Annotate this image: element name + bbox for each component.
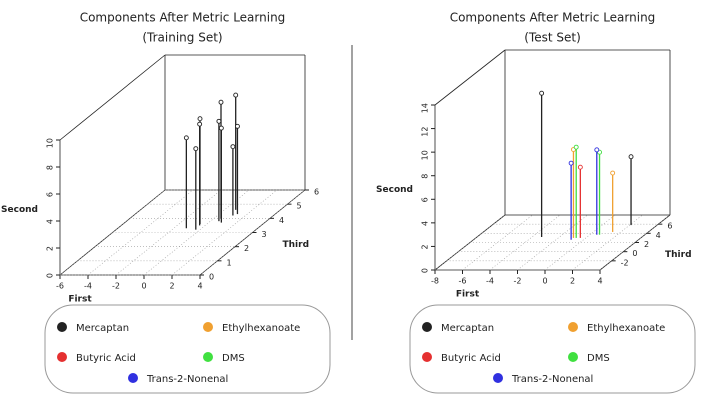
chart-subtitle: (Training Set) (142, 31, 222, 45)
point (577, 164, 583, 170)
legend-box (409, 304, 696, 394)
x-tick-label: 0 (141, 282, 146, 291)
chart-title: Components After Metric Learning (450, 11, 656, 25)
legend-marker (203, 322, 213, 332)
z-tick-label: 2 (421, 244, 430, 249)
legend-label: Butyric Acid (441, 353, 501, 364)
legend-label: DMS (222, 353, 245, 364)
legend-label: Trans-2-Nonenal (511, 374, 593, 385)
z-tick-label: 10 (421, 150, 430, 160)
legend-marker (128, 373, 138, 383)
legend-label: Butyric Acid (76, 353, 136, 364)
legend-marker (568, 322, 578, 332)
x-tick-label: -4 (84, 282, 92, 291)
x-tick-label: -4 (486, 277, 494, 286)
z-axis-label: Second (1, 205, 38, 215)
x-tick-label: 4 (197, 282, 202, 291)
y-tick-label: 2 (244, 244, 249, 253)
x-tick-label: 4 (597, 277, 602, 286)
y-tick-label: 6 (667, 222, 672, 231)
z-tick-label: 2 (46, 246, 55, 251)
y-tick-label: 6 (314, 188, 319, 197)
box-edge (59, 54, 166, 141)
z-tick-label: 4 (421, 221, 430, 226)
legend-marker (568, 352, 578, 362)
y-tick-label: 4 (279, 216, 284, 225)
legend-marker (203, 352, 213, 362)
y-tick-label: -2 (621, 258, 629, 267)
x-tick-label: 2 (169, 282, 174, 291)
y-tick-label: 1 (227, 258, 232, 267)
y-tick-label: 5 (297, 202, 302, 211)
legend-label: DMS (587, 353, 610, 364)
legend-label: Ethylhexanoate (587, 323, 665, 334)
y-tick-label: 0 (632, 249, 637, 258)
point (183, 135, 189, 141)
point (197, 116, 203, 122)
x-tick-label: -6 (459, 277, 467, 286)
point (539, 90, 545, 96)
legend-label: Mercaptan (441, 323, 494, 334)
point (218, 99, 224, 105)
point (568, 160, 574, 166)
z-tick-label: 8 (46, 165, 55, 170)
z-tick-label: 0 (46, 273, 55, 278)
legend-marker (493, 373, 503, 383)
z-tick-label: 14 (421, 103, 430, 113)
z-tick-label: 4 (46, 219, 55, 224)
z-tick-label: 0 (421, 268, 430, 273)
y-axis-label: Third (665, 250, 692, 260)
y-tick-label: 0 (209, 273, 214, 282)
z-tick-label: 6 (421, 197, 430, 202)
chart-subtitle: (Test Set) (524, 31, 581, 45)
point (610, 170, 616, 176)
legend-label: Trans-2-Nonenal (146, 374, 228, 385)
y-axis-label: Third (283, 240, 310, 250)
legend-label: Mercaptan (76, 323, 129, 334)
y-tick-label: 2 (644, 240, 649, 249)
legend-box (44, 304, 331, 394)
legend-marker (57, 352, 67, 362)
point (218, 125, 224, 131)
legend-marker (57, 322, 67, 332)
x-tick-label: -6 (56, 282, 64, 291)
legend-marker (422, 352, 432, 362)
point (628, 154, 634, 160)
point (234, 123, 240, 129)
z-axis-label: Second (376, 185, 413, 195)
grid-line (115, 189, 222, 276)
point (573, 144, 579, 150)
z-tick-label: 6 (46, 192, 55, 197)
point (230, 144, 236, 150)
x-tick-label: -2 (514, 277, 522, 286)
legend-marker (422, 322, 432, 332)
x-axis-label: First (68, 295, 92, 305)
z-tick-label: 12 (421, 127, 430, 137)
y-tick-label: 3 (262, 230, 267, 239)
point (193, 146, 199, 152)
x-tick-label: 2 (570, 277, 575, 286)
point (233, 92, 239, 98)
x-axis-label: First (456, 290, 480, 300)
x-tick-label: 0 (542, 277, 547, 286)
box-edge (434, 49, 506, 106)
legend-label: Ethylhexanoate (222, 323, 300, 334)
x-tick-label: -8 (431, 277, 439, 286)
y-tick-label: 4 (656, 231, 661, 240)
z-tick-label: 10 (46, 138, 55, 148)
z-tick-label: 8 (421, 174, 430, 179)
x-tick-label: -2 (112, 282, 120, 291)
point (216, 118, 222, 124)
chart-title: Components After Metric Learning (80, 11, 286, 25)
point (197, 121, 203, 127)
point (594, 147, 600, 153)
